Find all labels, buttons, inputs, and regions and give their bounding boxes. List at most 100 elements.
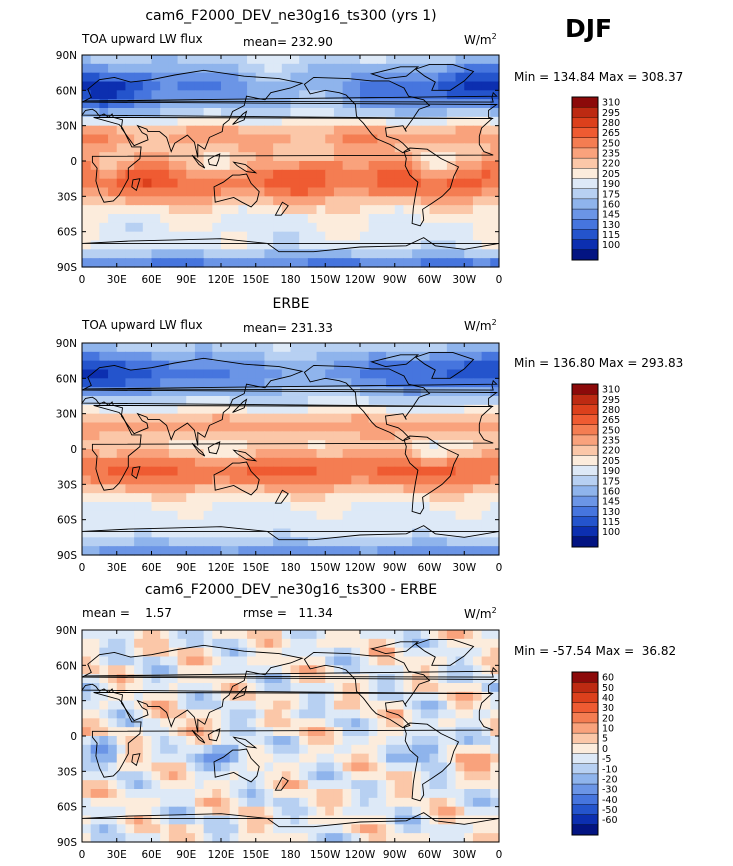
field-cell	[238, 258, 248, 268]
field-cell	[142, 789, 153, 799]
field-cell	[99, 161, 109, 171]
field-cell	[134, 744, 144, 755]
field-cell	[351, 457, 361, 468]
colorbar-swatch	[571, 198, 599, 210]
field-cell	[438, 753, 448, 764]
field-cell	[472, 178, 483, 189]
field-cell	[307, 833, 318, 843]
coastline-madagascar	[131, 178, 141, 192]
field-cell	[238, 231, 248, 242]
field-cell	[377, 404, 387, 415]
field-cell	[455, 360, 465, 371]
field-cell	[342, 55, 352, 65]
colorbar-label: 190	[602, 466, 620, 477]
field-cell	[377, 161, 387, 171]
field-cell	[420, 81, 431, 91]
field-cell	[125, 55, 135, 65]
field-cell	[134, 457, 144, 468]
field-cell	[412, 789, 422, 799]
field-cell	[316, 116, 326, 127]
field-cell	[134, 528, 144, 538]
field-cell	[90, 63, 100, 74]
field-cell	[255, 630, 266, 640]
field-cell	[490, 222, 500, 233]
field-cell	[360, 152, 370, 162]
field-cell	[333, 360, 344, 371]
field-cell	[186, 431, 196, 441]
field-cell	[464, 143, 474, 153]
field-cell	[134, 81, 144, 91]
field-cell	[412, 762, 422, 772]
field-cell	[472, 475, 483, 485]
field-cell	[394, 378, 405, 388]
field-cell	[99, 718, 109, 728]
field-cell	[134, 343, 144, 353]
colorbar-frame	[571, 96, 599, 261]
field-cell	[247, 369, 257, 379]
field-cell	[290, 72, 300, 83]
field-cell	[90, 360, 100, 371]
field-cell	[99, 369, 109, 379]
field-cell	[221, 205, 231, 215]
field-cell	[412, 240, 422, 250]
field-cell	[82, 691, 92, 702]
field-cell	[82, 537, 92, 547]
field-cell	[229, 125, 239, 136]
field-cell	[281, 519, 292, 530]
field-cell	[203, 528, 213, 538]
field-cell	[238, 161, 248, 171]
field-cell	[212, 630, 222, 640]
coastline-nz	[274, 201, 289, 216]
field-cell	[342, 116, 352, 127]
field-cell	[229, 457, 239, 468]
field-cell	[229, 108, 239, 118]
field-cell	[360, 691, 370, 702]
field-cell	[490, 187, 500, 197]
field-cell	[360, 413, 370, 424]
field-cell	[455, 161, 465, 171]
field-cell	[116, 116, 127, 127]
field-cell	[186, 413, 196, 424]
field-cell	[360, 833, 370, 843]
field-cell	[316, 90, 326, 100]
field-cell	[342, 240, 352, 250]
field-cell	[316, 630, 326, 640]
field-cell	[186, 187, 196, 197]
colorbar-label: 50	[602, 683, 614, 694]
field-cell	[412, 630, 422, 640]
field-cell	[134, 351, 144, 362]
field-cell	[307, 63, 318, 74]
field-cell	[177, 665, 187, 675]
field-cell	[342, 528, 352, 538]
field-cell	[108, 369, 118, 379]
field-cell	[212, 647, 222, 658]
colorbar-label: 160	[602, 199, 620, 210]
field-cell	[116, 656, 127, 666]
field-cell	[160, 351, 170, 362]
panel-2-left-label: TOA upward LW flux	[82, 318, 203, 332]
field-cell	[151, 387, 161, 397]
field-cell	[325, 665, 335, 675]
field-cell	[412, 55, 422, 65]
field-cell	[420, 709, 431, 719]
field-cell	[490, 108, 500, 118]
x-tick-label: 150W	[310, 274, 341, 286]
x-tick-label: 0	[496, 849, 503, 861]
field-cell	[194, 665, 205, 675]
field-cell	[90, 789, 100, 799]
field-cell	[90, 537, 100, 547]
field-cell	[90, 72, 100, 83]
y-tick-label: 90S	[57, 262, 77, 274]
field-cell	[481, 762, 491, 772]
field-cell	[403, 187, 413, 197]
field-cell	[438, 422, 448, 432]
field-cell	[316, 240, 326, 250]
field-cell	[212, 196, 222, 206]
field-cell	[238, 665, 248, 675]
field-cell	[412, 343, 422, 353]
field-cell	[438, 440, 448, 450]
field-cell	[99, 510, 109, 521]
field-cell	[229, 466, 239, 477]
field-cell	[412, 806, 422, 817]
field-cell	[377, 466, 387, 477]
